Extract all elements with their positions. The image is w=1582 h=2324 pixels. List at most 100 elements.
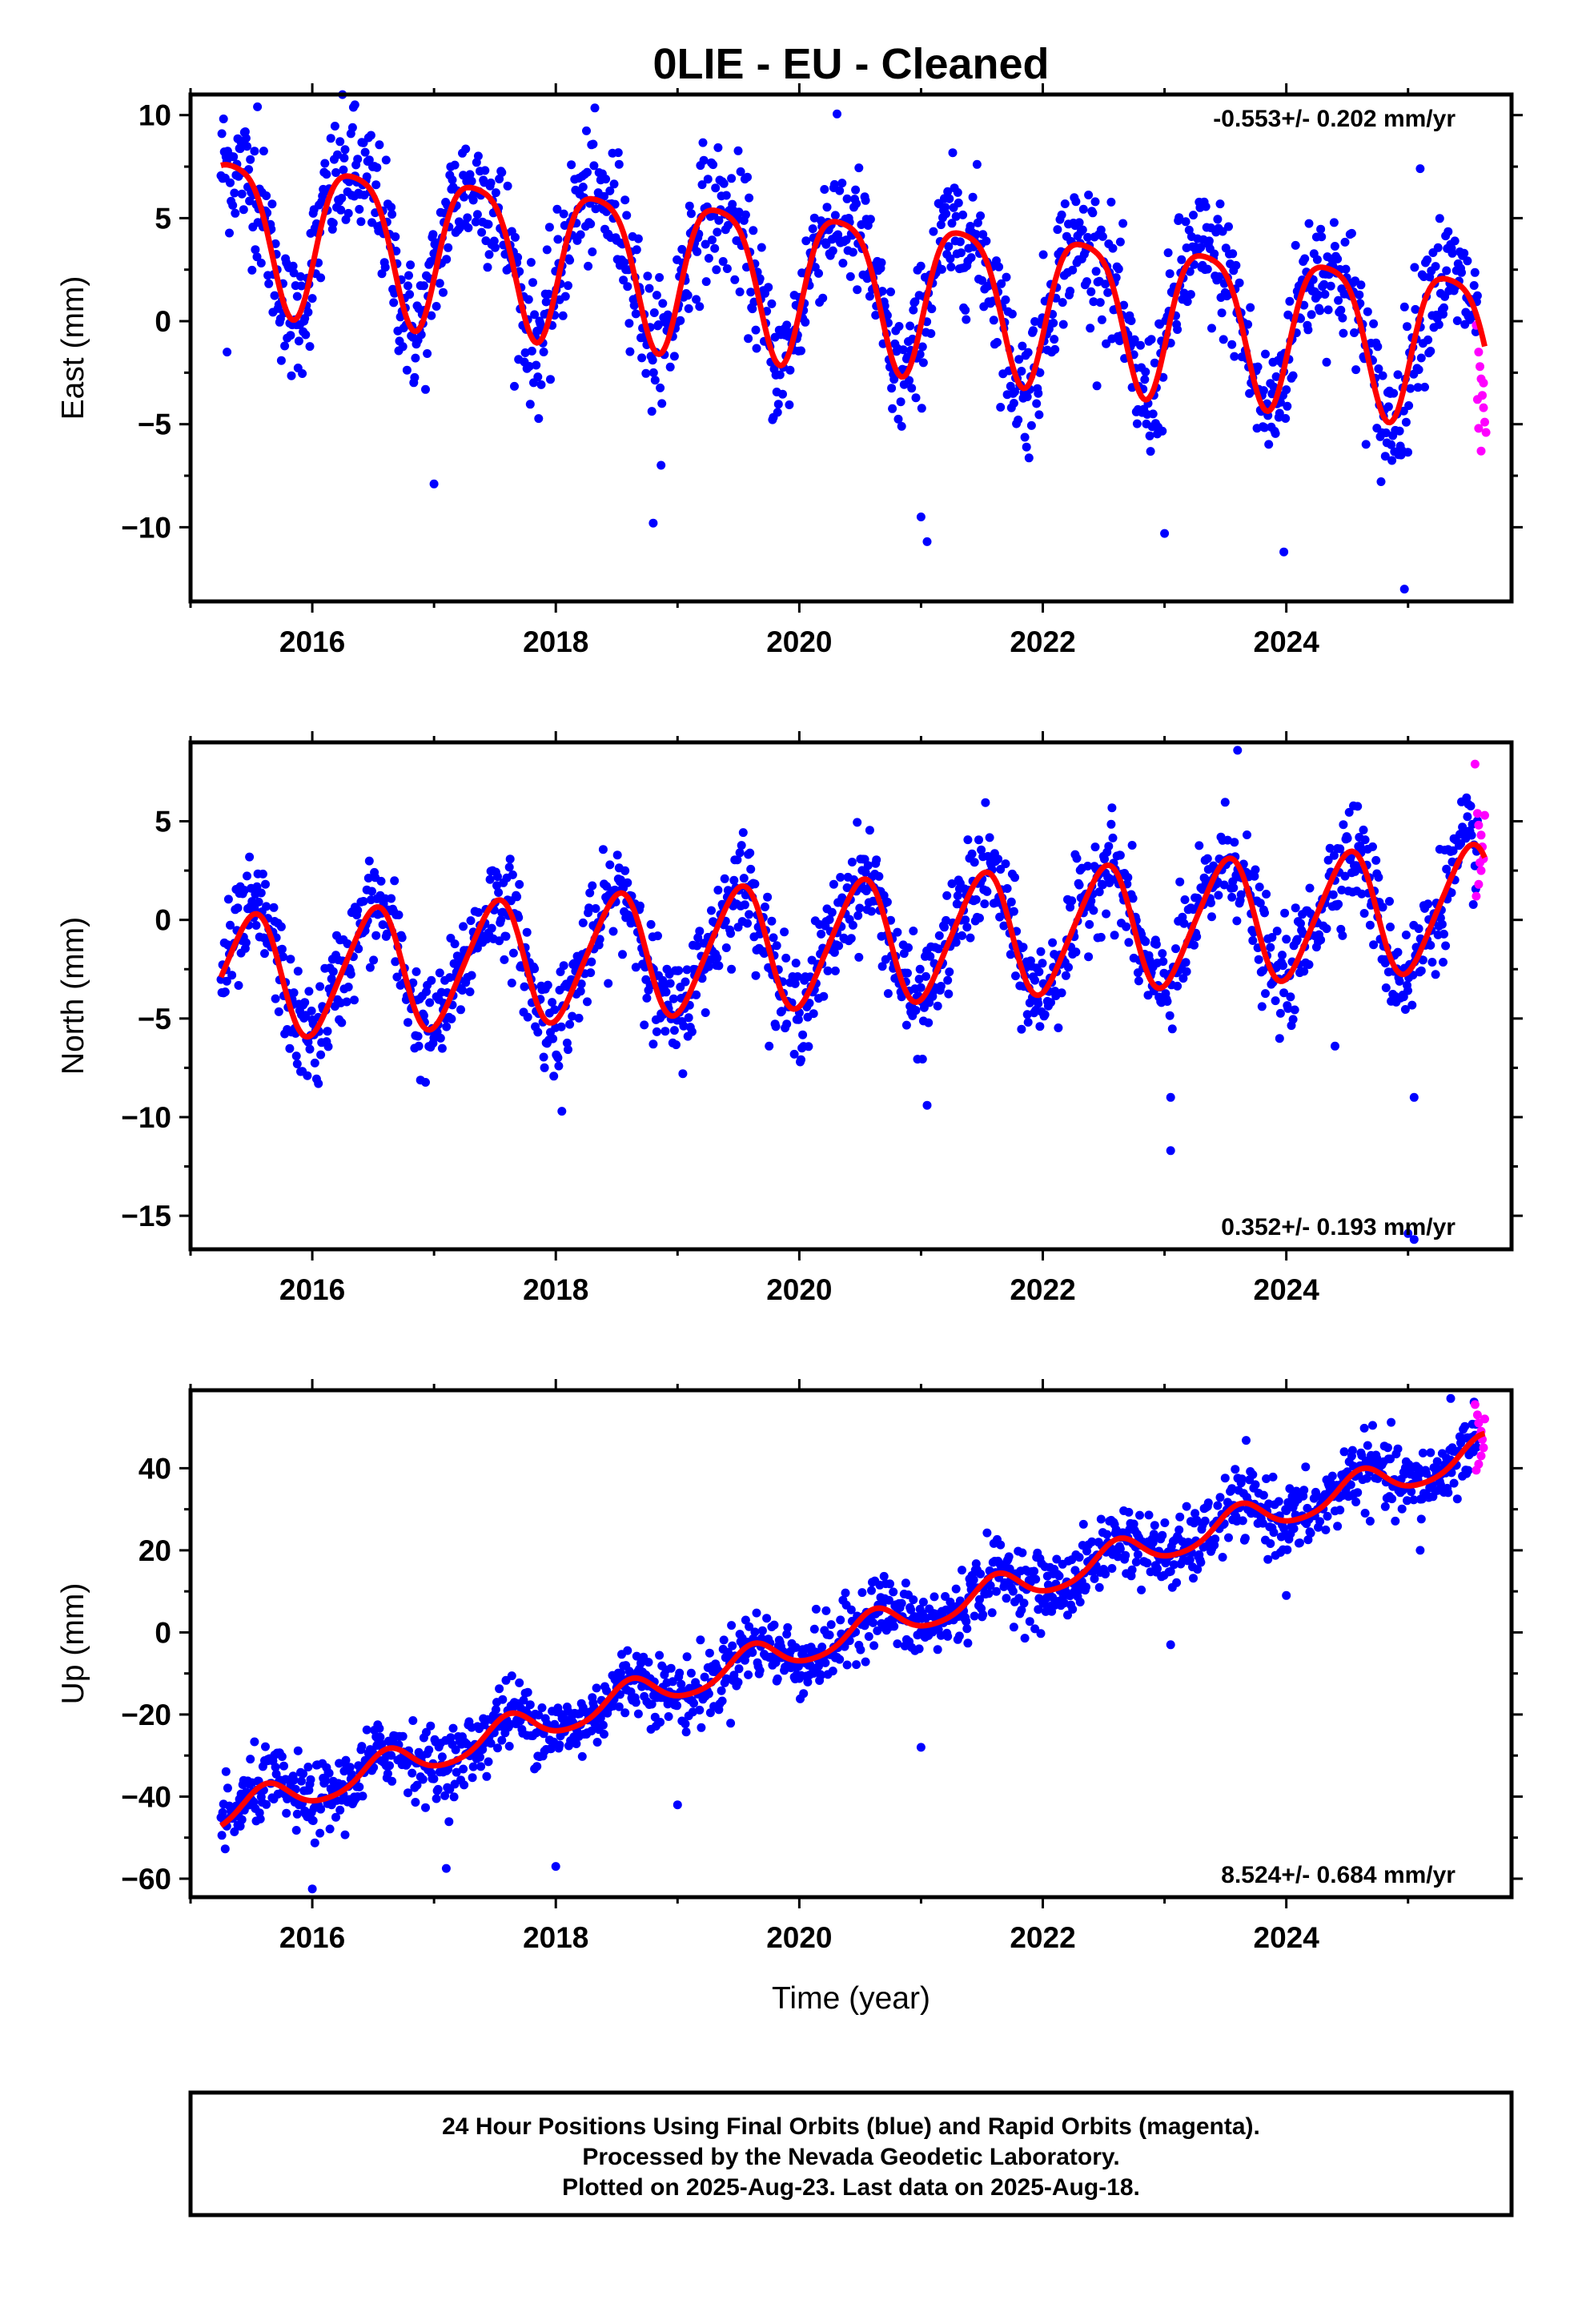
- final-point: [654, 320, 663, 329]
- final-point: [1213, 1501, 1223, 1510]
- rapid-point: [1474, 348, 1484, 357]
- final-point: [1403, 448, 1412, 457]
- final-point: [836, 1615, 845, 1625]
- final-point: [887, 384, 897, 393]
- final-point: [1305, 883, 1315, 893]
- final-point: [947, 219, 957, 228]
- final-point: [279, 952, 287, 962]
- final-point: [1102, 1530, 1112, 1539]
- final-point: [790, 979, 800, 988]
- final-point: [422, 1727, 431, 1737]
- final-point: [1409, 1235, 1419, 1244]
- final-point: [966, 933, 975, 943]
- final-point: [734, 1664, 744, 1674]
- final-point: [1195, 841, 1204, 850]
- final-point: [1266, 943, 1275, 952]
- final-point: [1296, 314, 1305, 324]
- final-point: [426, 1721, 436, 1731]
- final-point: [633, 234, 643, 243]
- final-point: [1259, 1490, 1268, 1500]
- final-point: [271, 239, 280, 248]
- chart-title: 0LIE - EU - Cleaned: [652, 40, 1049, 88]
- final-point: [745, 1622, 754, 1631]
- final-point: [345, 1763, 355, 1772]
- final-point: [701, 1008, 710, 1017]
- final-point: [1190, 940, 1199, 950]
- final-point: [222, 976, 231, 986]
- final-point: [809, 1624, 819, 1634]
- final-point: [869, 1618, 878, 1627]
- final-point: [735, 287, 745, 296]
- final-point: [483, 263, 492, 272]
- final-point: [797, 1055, 805, 1064]
- final-point: [1347, 1445, 1357, 1455]
- final-point: [1231, 260, 1241, 270]
- final-point: [951, 1584, 961, 1594]
- final-point: [553, 235, 563, 244]
- final-point: [945, 194, 954, 203]
- final-point: [741, 210, 750, 219]
- final-point: [583, 167, 592, 177]
- final-point: [765, 1041, 774, 1051]
- final-point: [879, 891, 889, 900]
- final-point: [484, 1757, 493, 1767]
- final-point: [826, 1620, 836, 1630]
- final-point: [489, 236, 499, 246]
- final-point: [532, 360, 541, 370]
- final-point: [391, 957, 400, 967]
- final-point: [1087, 1537, 1097, 1546]
- final-point: [958, 1566, 966, 1575]
- final-point: [1082, 277, 1091, 287]
- final-point: [1223, 835, 1232, 845]
- final-point: [854, 163, 864, 173]
- final-point: [771, 1658, 781, 1667]
- final-point: [1177, 255, 1186, 264]
- final-point: [315, 1828, 325, 1838]
- final-point: [743, 919, 752, 928]
- final-point: [1303, 1535, 1313, 1545]
- final-point: [408, 1716, 418, 1725]
- final-point: [523, 1012, 532, 1022]
- final-point: [652, 291, 661, 300]
- final-point: [444, 1817, 454, 1827]
- final-point: [1086, 287, 1096, 296]
- final-point: [767, 299, 777, 308]
- final-point: [239, 886, 249, 895]
- final-point: [586, 219, 596, 229]
- final-point: [478, 1745, 488, 1755]
- final-point: [1296, 919, 1305, 928]
- final-point: [500, 955, 509, 964]
- final-point: [1101, 279, 1110, 289]
- final-point: [1114, 264, 1123, 274]
- final-point: [250, 147, 259, 156]
- final-point: [829, 879, 838, 889]
- final-point: [303, 1071, 312, 1080]
- final-point: [822, 203, 832, 212]
- final-point: [1261, 349, 1270, 359]
- final-point: [791, 959, 801, 968]
- final-point: [909, 1595, 918, 1605]
- final-point: [523, 1687, 532, 1697]
- final-point: [1228, 249, 1238, 259]
- final-point: [335, 1805, 345, 1815]
- final-point: [737, 841, 746, 850]
- final-point: [1350, 328, 1359, 337]
- final-point: [1213, 215, 1223, 224]
- final-point: [1282, 1506, 1291, 1515]
- final-point: [1023, 1018, 1033, 1027]
- final-point: [1017, 367, 1026, 376]
- final-point: [282, 1808, 291, 1818]
- final-point: [917, 1055, 927, 1063]
- final-point: [1162, 997, 1172, 1006]
- final-point: [1303, 325, 1313, 335]
- final-point: [930, 1592, 939, 1602]
- final-point: [354, 944, 363, 954]
- final-point: [1023, 348, 1033, 357]
- final-point: [301, 330, 311, 340]
- final-point: [321, 1776, 331, 1785]
- final-point: [922, 537, 932, 546]
- final-point: [515, 879, 524, 889]
- final-point: [909, 927, 918, 935]
- final-point: [1089, 906, 1098, 915]
- final-point: [366, 131, 375, 140]
